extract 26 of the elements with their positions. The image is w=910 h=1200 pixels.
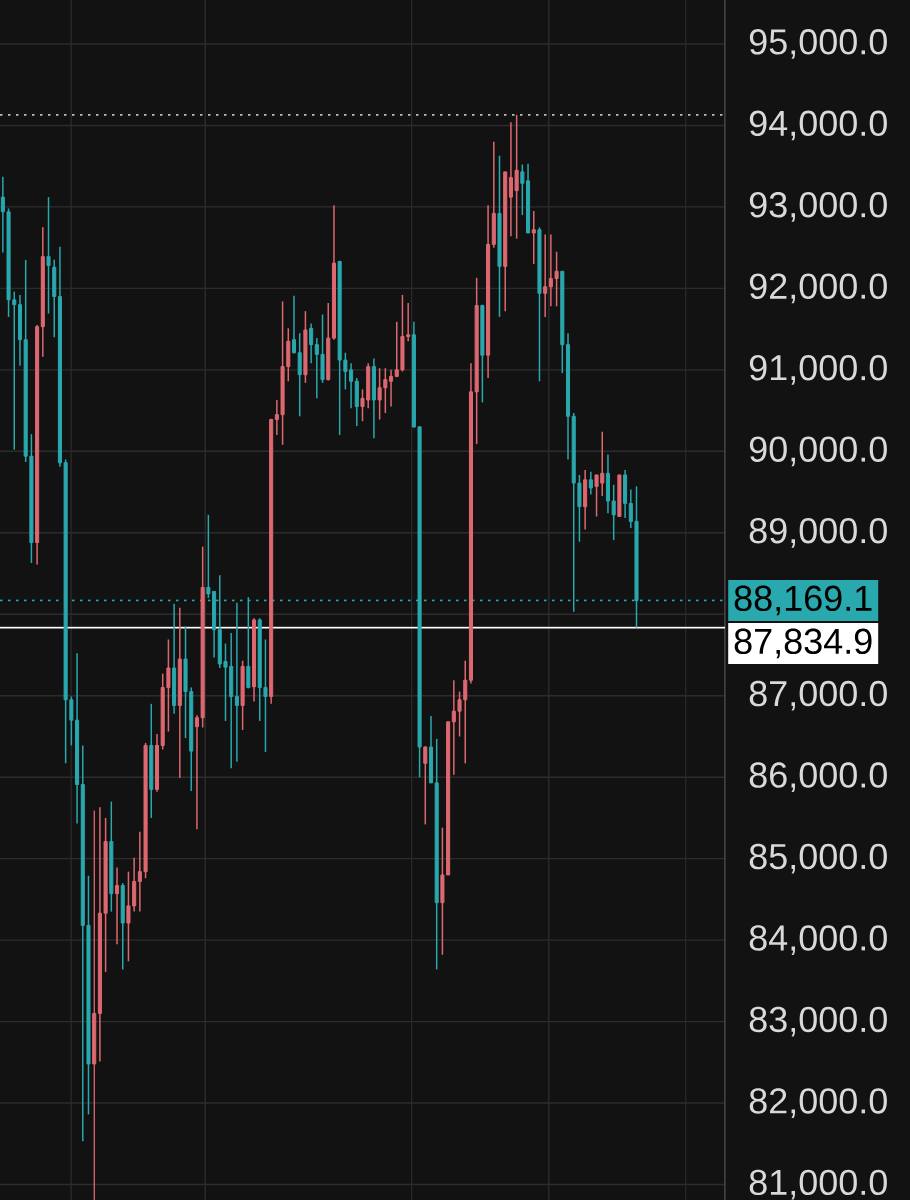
y-tick-label: 90,000.0	[749, 436, 887, 467]
candlestick	[297, 332, 302, 418]
y-tick-label: 91,000.0	[749, 354, 887, 385]
y-tick-label: 81,000.0	[749, 1169, 887, 1200]
y-tick-label: 94,000.0	[749, 110, 887, 141]
ref-line-label: 88,169.1	[734, 585, 872, 616]
candlestick	[114, 866, 120, 945]
y-tick-label: 93,000.0	[749, 192, 887, 222]
candlestick	[234, 602, 239, 763]
candlestick	[309, 322, 314, 365]
candlestick	[46, 196, 51, 315]
y-tick-label: 82,000.0	[749, 1088, 887, 1118]
y-tick-label: 84,000.0	[749, 925, 887, 955]
y-tick-label: 95,000.0	[749, 29, 887, 59]
candlestick	[291, 294, 297, 355]
y-tick-label: 92,000.0	[749, 273, 887, 304]
candlestick	[531, 210, 536, 265]
y-tick-label: 85,000.0	[749, 843, 887, 874]
y-tick-label: 89,000.0	[749, 517, 887, 548]
candlestick	[423, 745, 428, 826]
candlestick	[588, 470, 593, 496]
ref-line-label: 87,834.9	[734, 628, 872, 659]
candlestick	[543, 233, 548, 318]
y-tick-label: 83,000.0	[749, 1006, 887, 1037]
y-tick-label: 86,000.0	[749, 762, 887, 793]
y-tick-label: 87,000.0	[749, 680, 887, 711]
